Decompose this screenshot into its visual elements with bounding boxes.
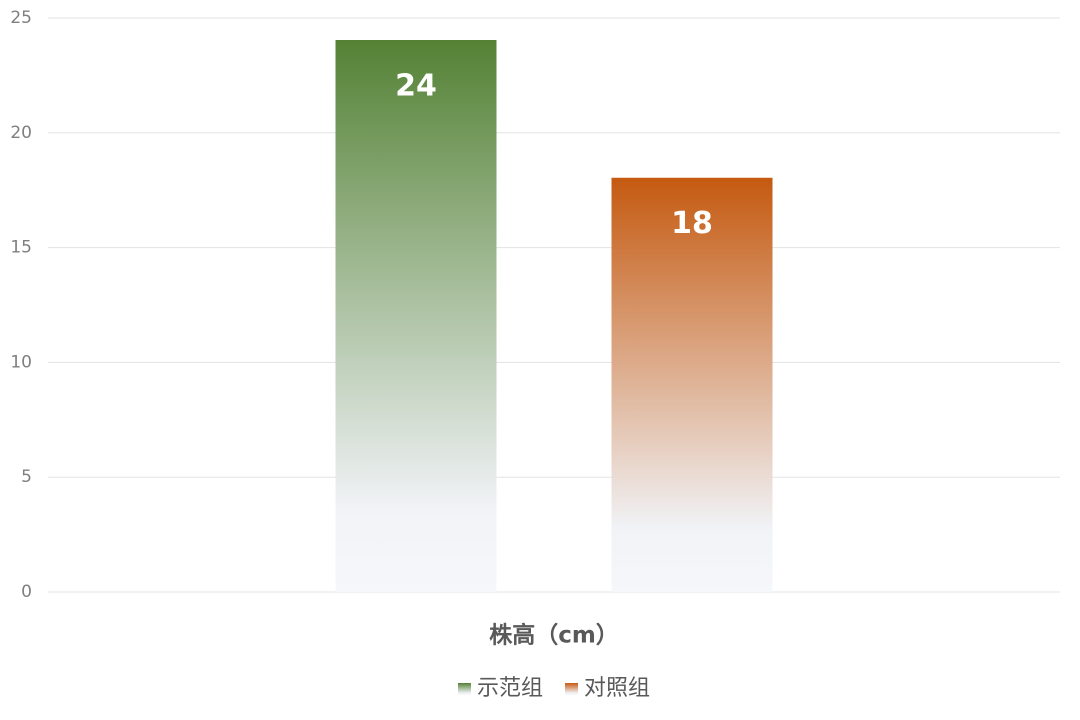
bar: [611, 178, 773, 592]
y-tick-label: 25: [10, 8, 32, 28]
legend-swatch: [565, 683, 578, 695]
legend-label: 示范组: [477, 676, 543, 701]
x-tick-label: 株高（cm）: [489, 622, 619, 649]
y-tick-label: 10: [10, 352, 32, 372]
bar: [335, 40, 497, 592]
legend: 示范组 对照组: [457, 676, 650, 701]
legend-swatch: [457, 683, 471, 695]
y-tick-label: 20: [10, 123, 32, 143]
data-label: 24: [395, 68, 437, 103]
y-tick-label: 5: [21, 467, 32, 487]
legend-label: 对照组: [584, 676, 650, 701]
y-tick-label: 0: [21, 582, 32, 602]
y-tick-label: 15: [10, 238, 32, 258]
data-label: 18: [671, 206, 713, 241]
